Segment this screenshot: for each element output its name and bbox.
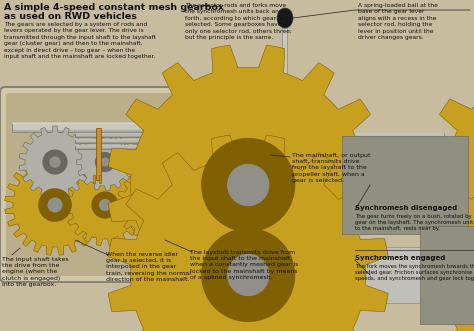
Polygon shape [127,138,173,186]
Polygon shape [422,135,474,331]
Bar [75,136,305,137]
Bar [196,128,201,180]
Polygon shape [117,171,183,239]
Circle shape [227,202,233,208]
Bar [75,133,305,134]
Text: A spring-loaded ball at the
base of the gear lever
aligns with a recess in the
s: A spring-loaded ball at the base of the … [358,3,438,40]
Text: The gear turns freely on a bush, rotated by a meshing
gear on the layshaft. The : The gear turns freely on a bush, rotated… [355,214,474,231]
Bar [75,145,305,149]
Bar [304,133,444,137]
Circle shape [99,199,111,211]
Circle shape [146,158,154,166]
Bar [75,145,305,146]
FancyBboxPatch shape [6,93,316,276]
Circle shape [49,156,61,168]
Bar [304,139,444,143]
Ellipse shape [277,8,293,28]
Text: When the reverse idler
gear is selected, it is
interposed in the gear
train, rev: When the reverse idler gear is selected,… [106,252,191,282]
Bar [304,139,444,140]
Bar [75,139,305,143]
Bar [145,175,147,183]
Bar [304,142,444,143]
Text: The gears are selected by a system of rods and
levers operated by the gear lever: The gears are selected by a system of ro… [4,22,156,59]
Bar [282,28,287,88]
Circle shape [201,228,295,322]
Polygon shape [172,142,212,182]
Text: The input shaft takes
the drive from the
engine (when the
clutch is engaged)
int: The input shaft takes the drive from the… [2,257,69,287]
FancyBboxPatch shape [0,87,322,282]
Bar [96,128,101,180]
Text: Synchromesh engaged: Synchromesh engaged [355,255,446,261]
Circle shape [139,194,161,216]
Bar [75,142,305,143]
Circle shape [142,154,158,170]
Text: A simple 4-speed constant mesh gearbox: A simple 4-speed constant mesh gearbox [4,3,224,12]
Polygon shape [164,177,219,233]
Polygon shape [422,45,474,325]
Polygon shape [76,133,134,191]
Bar [304,145,444,146]
Bar [75,148,305,149]
Text: Synchromesh disengaged: Synchromesh disengaged [355,205,457,211]
Circle shape [223,198,237,212]
Circle shape [185,155,199,169]
FancyBboxPatch shape [263,84,307,106]
Circle shape [95,152,115,172]
Polygon shape [209,184,251,226]
Circle shape [188,201,196,209]
Circle shape [183,196,201,214]
Text: as used on RWD vehicles: as used on RWD vehicles [4,12,137,21]
Circle shape [227,164,269,206]
Bar [131,247,474,303]
Circle shape [91,191,118,218]
Text: The layshaft transmits drive from
the input shaft to the mainshaft,
when a const: The layshaft transmits drive from the in… [190,250,298,280]
Bar [131,157,474,213]
Circle shape [145,200,155,210]
Circle shape [38,188,72,222]
Bar [193,175,195,183]
Bar [304,133,444,134]
Circle shape [227,254,269,296]
Bar [12,122,307,132]
Bar [99,175,101,183]
Polygon shape [108,135,388,331]
Bar [342,136,468,234]
Polygon shape [108,45,388,325]
Polygon shape [5,155,105,255]
Circle shape [201,138,295,232]
Bar [75,133,305,137]
Bar [304,148,444,149]
Bar [12,129,307,132]
Text: The mainshaft, or output
shaft, transmits drive
from the layshaft to the
propell: The mainshaft, or output shaft, transmit… [292,153,371,183]
Circle shape [189,159,195,165]
Circle shape [47,197,63,213]
Polygon shape [64,165,146,246]
Bar [151,175,153,183]
Circle shape [100,158,109,166]
Bar [75,139,305,140]
Text: The selector rods and forks move
the synchromesh units back and
forth, according: The selector rods and forks move the syn… [185,3,292,40]
Circle shape [42,149,68,174]
Bar [199,175,201,183]
Bar [420,226,474,324]
Bar [304,145,444,149]
Bar [148,128,153,180]
Bar [12,122,307,124]
Bar [93,175,95,183]
Text: The fork moves the synchromesh towards the
selected gear. Friction surfaces sync: The fork moves the synchromesh towards t… [355,264,474,281]
Polygon shape [19,126,91,198]
Bar [304,136,444,137]
